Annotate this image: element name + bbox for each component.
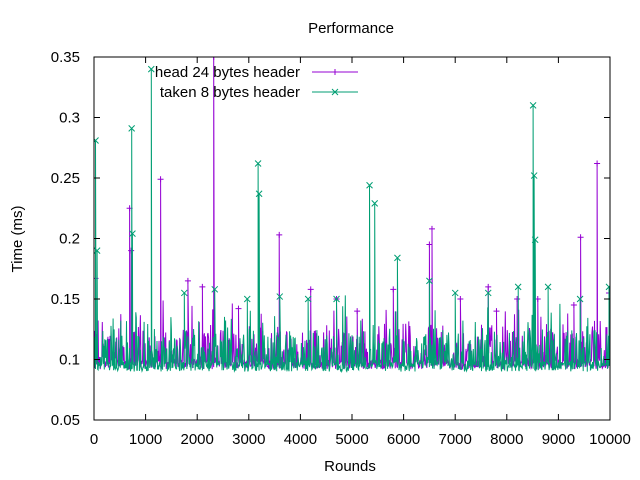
data-point bbox=[451, 289, 459, 297]
data-point bbox=[210, 57, 217, 60]
data-point bbox=[254, 160, 262, 167]
y-tick-label: 0.25 bbox=[51, 170, 80, 187]
data-point bbox=[576, 295, 584, 303]
legend: head 24 bytes header taken 8 bytes header bbox=[155, 64, 358, 101]
y-tick-label: 0.35 bbox=[51, 49, 80, 66]
data-point bbox=[605, 283, 610, 291]
y-tick-label: 0.2 bbox=[59, 231, 80, 248]
y-tick-label: 0.3 bbox=[59, 110, 80, 127]
data-point bbox=[544, 283, 552, 291]
data-point bbox=[129, 230, 136, 238]
legend-item: taken 8 bytes header bbox=[160, 84, 358, 101]
data-point bbox=[180, 289, 188, 297]
data-point bbox=[94, 247, 101, 254]
x-tick-label: 8000 bbox=[490, 431, 523, 448]
data-point bbox=[530, 172, 538, 179]
legend-label: taken 8 bytes header bbox=[160, 84, 300, 101]
x-tick-label: 4000 bbox=[284, 431, 317, 448]
series-1 bbox=[94, 65, 610, 374]
data-point bbox=[570, 302, 577, 309]
y-tick-label: 0.15 bbox=[51, 291, 80, 308]
data-point bbox=[157, 176, 164, 183]
data-point bbox=[514, 283, 522, 291]
data-point bbox=[211, 285, 219, 293]
x-tick-label: 6000 bbox=[387, 431, 420, 448]
data-point bbox=[371, 200, 379, 207]
data-point bbox=[235, 305, 242, 312]
x-tick-label: 10000 bbox=[589, 431, 631, 448]
x-tick-label: 1000 bbox=[129, 431, 162, 448]
series-line bbox=[94, 69, 610, 374]
data-point bbox=[531, 236, 539, 244]
chart-title: Performance bbox=[308, 20, 394, 37]
axis-ticks: 0 1000 2000 3000 4000 5000 6000 7000 8000 9000 100… bbox=[51, 49, 631, 448]
legend-marker bbox=[331, 88, 339, 96]
data-point bbox=[426, 241, 433, 248]
legend-item: head 24 bytes header bbox=[155, 64, 358, 81]
data-point bbox=[484, 289, 492, 297]
y-tick-label: 0.05 bbox=[51, 412, 80, 429]
data-point bbox=[354, 308, 361, 315]
data-point bbox=[255, 190, 263, 198]
data-point bbox=[184, 277, 191, 284]
data-point bbox=[428, 225, 435, 232]
data-point bbox=[577, 234, 584, 241]
legend-label: head 24 bytes header bbox=[155, 64, 300, 81]
data-point bbox=[128, 247, 135, 254]
data-point bbox=[147, 65, 155, 73]
data-point bbox=[594, 160, 601, 167]
data-point bbox=[276, 231, 283, 238]
data-point bbox=[199, 283, 206, 290]
data-point bbox=[128, 125, 136, 132]
data-point bbox=[457, 296, 464, 302]
data-point bbox=[514, 296, 521, 302]
data-point bbox=[493, 308, 500, 315]
data-point bbox=[366, 181, 373, 189]
data-point bbox=[307, 286, 314, 293]
x-axis-label: Rounds bbox=[324, 458, 376, 475]
x-tick-label: 7000 bbox=[439, 431, 472, 448]
x-tick-label: 5000 bbox=[335, 431, 368, 448]
data-point bbox=[304, 295, 312, 303]
x-tick-label: 0 bbox=[90, 431, 98, 448]
y-axis-label: Time (ms) bbox=[9, 206, 26, 273]
data-point bbox=[529, 102, 537, 109]
plot-series bbox=[94, 57, 610, 374]
data-point bbox=[243, 295, 251, 303]
data-point bbox=[426, 277, 433, 285]
data-point bbox=[485, 283, 492, 290]
data-point bbox=[94, 137, 99, 144]
x-tick-label: 3000 bbox=[232, 431, 265, 448]
data-point bbox=[276, 293, 284, 300]
legend-marker bbox=[332, 69, 338, 75]
data-point bbox=[390, 286, 397, 293]
data-point bbox=[394, 254, 401, 262]
x-tick-label: 2000 bbox=[181, 431, 214, 448]
y-tick-label: 0.1 bbox=[59, 352, 80, 369]
x-tick-label: 9000 bbox=[542, 431, 575, 448]
data-point bbox=[333, 295, 340, 303]
